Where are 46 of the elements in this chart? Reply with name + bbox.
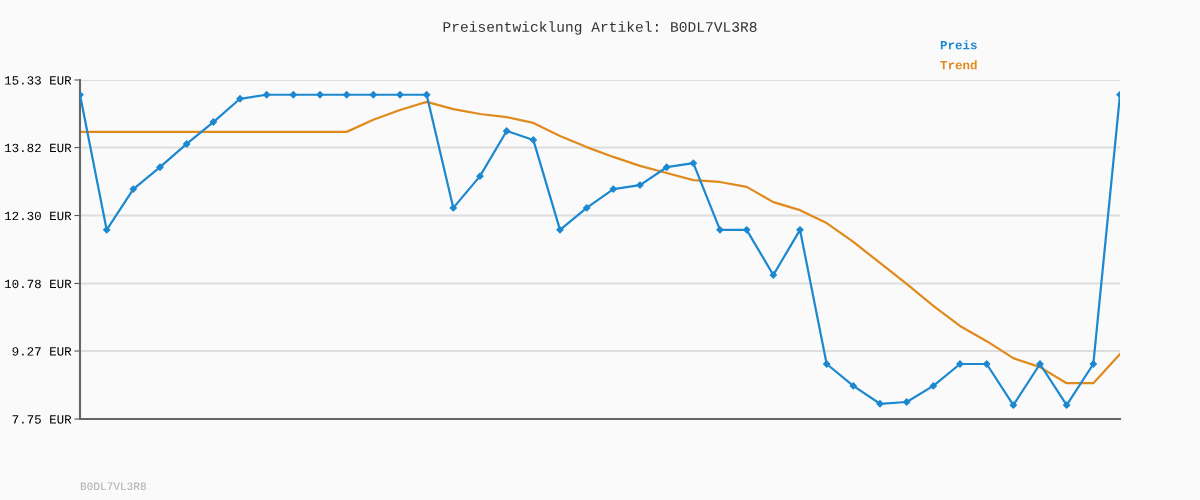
point <box>476 172 484 180</box>
y-tick-label: 12.30 EUR <box>5 211 72 221</box>
point <box>556 226 564 234</box>
point <box>129 185 137 193</box>
point <box>1063 401 1071 409</box>
point <box>903 398 911 406</box>
point <box>849 382 857 390</box>
point <box>583 204 591 212</box>
point <box>423 91 431 99</box>
point <box>796 226 804 234</box>
point <box>449 204 457 212</box>
point <box>263 91 271 99</box>
text: Preis <box>940 40 977 50</box>
point <box>609 185 617 193</box>
y-tick-label: 7.75 EUR <box>12 415 72 424</box>
point <box>156 163 164 171</box>
y-tick-label: 13.82 EUR <box>5 143 72 153</box>
point <box>209 118 217 126</box>
y-tick-label: 15.33 EUR <box>5 76 72 85</box>
point <box>716 226 724 234</box>
point <box>689 159 697 167</box>
point <box>636 181 644 189</box>
point <box>316 91 324 99</box>
point <box>983 360 991 368</box>
point <box>103 226 111 234</box>
point <box>743 226 751 234</box>
point <box>876 400 884 408</box>
point <box>529 136 537 144</box>
point <box>369 91 377 99</box>
point <box>396 91 404 99</box>
point <box>289 91 297 99</box>
text: B0DL7VL3R8 <box>80 482 146 490</box>
point <box>769 271 777 279</box>
y-tick-label: 10.78 EUR <box>5 279 72 289</box>
point <box>236 95 244 103</box>
point <box>1089 360 1097 368</box>
point <box>663 163 671 171</box>
chart-title: Preisentwicklung Artikel: B0DL7VL3R8 <box>443 21 757 35</box>
y-tick-label: 9.27 EUR <box>12 347 72 356</box>
point <box>183 140 191 148</box>
point <box>503 127 511 135</box>
point <box>929 382 937 390</box>
point <box>823 360 831 368</box>
text: Trend <box>940 60 977 70</box>
point <box>343 91 351 99</box>
point <box>1009 401 1017 409</box>
